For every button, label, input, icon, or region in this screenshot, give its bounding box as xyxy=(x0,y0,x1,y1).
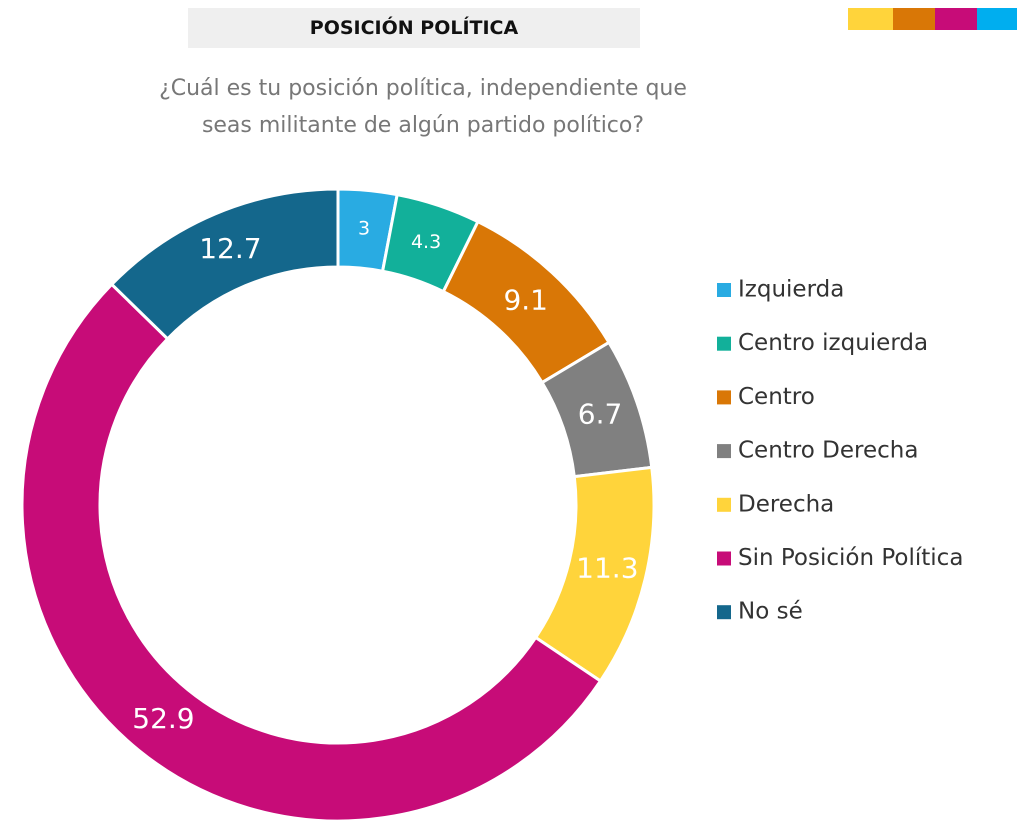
slice xyxy=(109,187,340,341)
legend-label: No sé xyxy=(738,599,803,625)
legend-swatch xyxy=(717,444,731,459)
data-label: 9.1 xyxy=(503,283,548,316)
legend-swatch xyxy=(717,551,731,566)
data-label: 3 xyxy=(358,218,370,240)
chart-subtitle: ¿Cuál es tu posición política, independi… xyxy=(159,76,687,138)
legend-swatch xyxy=(717,283,731,297)
chart-title: POSICIÓN POLÍTICA xyxy=(188,8,640,48)
legend-label: Centro xyxy=(738,384,815,410)
data-label: 12.7 xyxy=(199,232,261,265)
legend-swatch xyxy=(717,605,731,620)
legend-label: Centro Derecha xyxy=(738,438,918,464)
slice xyxy=(20,282,603,823)
legend-label: Centro izquierda xyxy=(738,330,928,356)
legend-swatch xyxy=(717,336,731,351)
decoration-stripes xyxy=(848,8,1017,30)
legend-swatch xyxy=(717,390,731,405)
data-label: 11.3 xyxy=(576,552,638,585)
legend-swatch xyxy=(717,497,731,512)
legend-label: Sin Posición Política xyxy=(738,545,963,571)
legend-label: Derecha xyxy=(738,491,834,517)
legend-label: Izquierda xyxy=(738,277,844,303)
data-label: 6.7 xyxy=(578,397,623,430)
data-label: 4.3 xyxy=(411,231,441,253)
data-label: 52.9 xyxy=(132,702,194,735)
